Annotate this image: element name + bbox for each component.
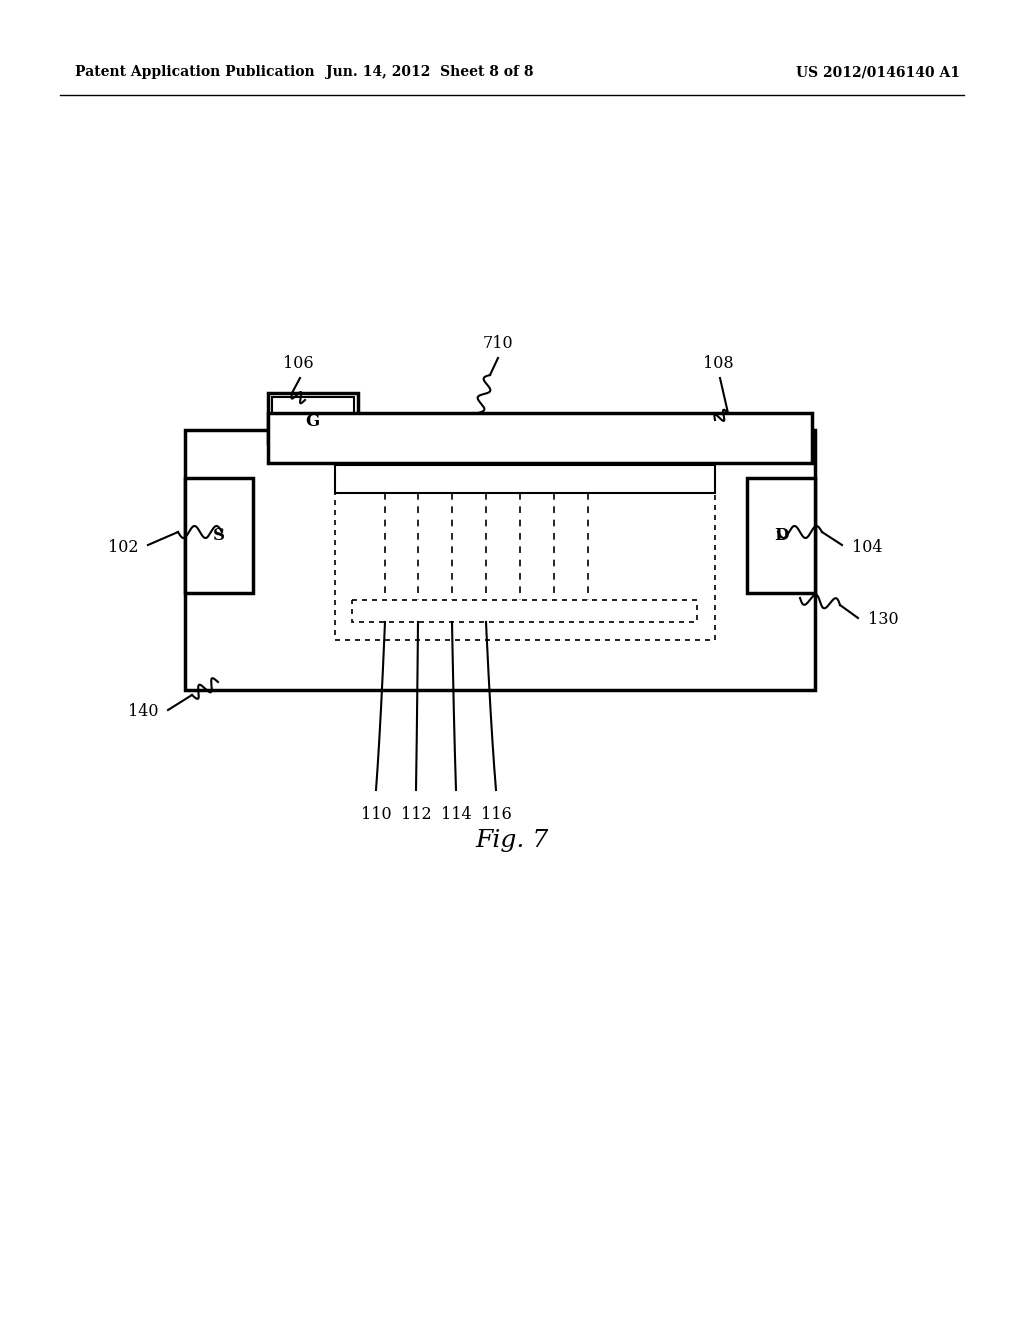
Text: 116: 116 [480, 807, 511, 822]
Bar [185, 430, 815, 690]
Text: 140: 140 [128, 704, 158, 721]
Bar [268, 393, 358, 444]
Text: 106: 106 [283, 355, 313, 372]
Text: Jun. 14, 2012  Sheet 8 of 8: Jun. 14, 2012 Sheet 8 of 8 [327, 65, 534, 79]
Text: D: D [774, 527, 788, 544]
Text: 114: 114 [440, 807, 471, 822]
Bar [185, 478, 253, 593]
Text: G: G [305, 413, 319, 430]
Text: 130: 130 [868, 611, 899, 628]
Bar [335, 465, 715, 640]
Text: Fig. 7: Fig. 7 [475, 829, 549, 851]
Text: 112: 112 [400, 807, 431, 822]
Bar [335, 465, 715, 492]
Text: Patent Application Publication: Patent Application Publication [75, 65, 314, 79]
Bar [272, 397, 354, 440]
Text: 110: 110 [360, 807, 391, 822]
Text: S: S [213, 527, 225, 544]
Bar [352, 601, 697, 622]
Text: 102: 102 [108, 540, 138, 557]
Bar [268, 413, 812, 463]
Text: 710: 710 [482, 335, 513, 352]
Text: 104: 104 [852, 540, 883, 557]
Bar [746, 478, 815, 593]
Text: 108: 108 [702, 355, 733, 372]
Text: US 2012/0146140 A1: US 2012/0146140 A1 [796, 65, 961, 79]
